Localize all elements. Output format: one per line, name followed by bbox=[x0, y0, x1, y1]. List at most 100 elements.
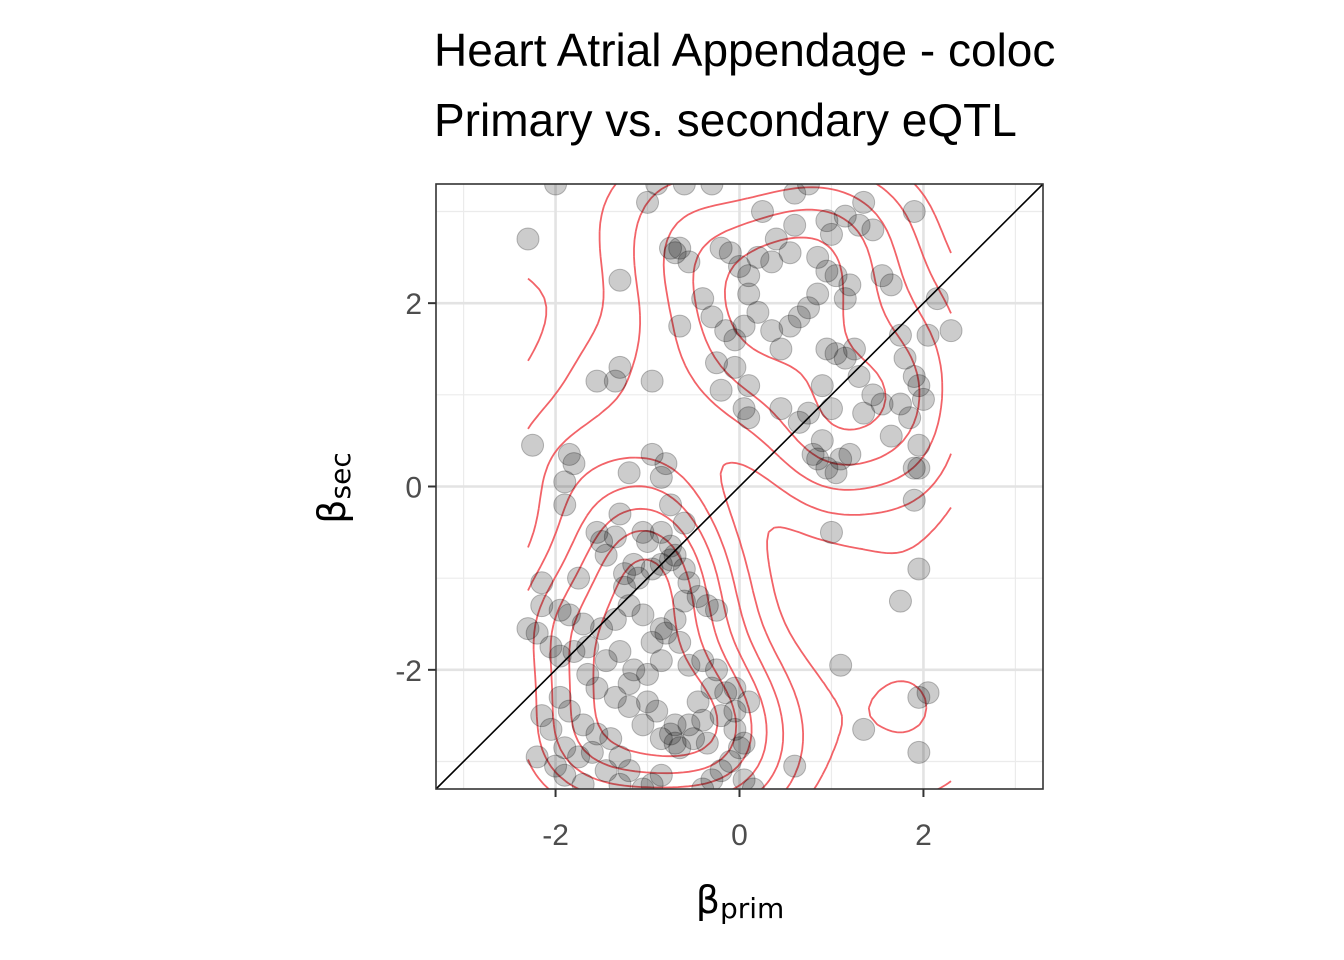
data-point bbox=[594, 649, 618, 673]
data-point bbox=[649, 520, 673, 544]
data-point bbox=[544, 184, 568, 196]
data-point bbox=[852, 190, 876, 214]
data-point bbox=[585, 676, 609, 700]
data-point bbox=[893, 346, 917, 370]
data-point bbox=[608, 745, 632, 769]
data-point bbox=[613, 575, 637, 599]
data-point bbox=[760, 319, 784, 343]
data-point bbox=[815, 259, 839, 283]
data-point bbox=[654, 452, 678, 476]
density-contour bbox=[592, 558, 719, 758]
data-point bbox=[902, 488, 926, 512]
data-point bbox=[732, 731, 756, 755]
data-point bbox=[691, 649, 715, 673]
data-point bbox=[829, 653, 853, 677]
data-point bbox=[677, 653, 701, 677]
data-point bbox=[649, 727, 673, 751]
data-point bbox=[617, 594, 641, 618]
data-point bbox=[824, 264, 848, 288]
data-point bbox=[631, 603, 655, 627]
data-point bbox=[672, 557, 696, 581]
data-point bbox=[907, 456, 931, 480]
data-point bbox=[608, 772, 632, 789]
data-point bbox=[631, 520, 655, 544]
data-point bbox=[640, 369, 664, 393]
data-point bbox=[525, 745, 549, 769]
data-point bbox=[732, 314, 756, 338]
data-point bbox=[603, 685, 627, 709]
data-point bbox=[723, 717, 747, 741]
data-point bbox=[553, 493, 577, 517]
data-point bbox=[636, 190, 660, 214]
data-point bbox=[723, 355, 747, 379]
data-point bbox=[640, 630, 664, 654]
data-point bbox=[603, 525, 627, 549]
data-point bbox=[824, 461, 848, 485]
data-point bbox=[585, 520, 609, 544]
data-point bbox=[649, 617, 673, 641]
density-contour bbox=[527, 186, 944, 789]
data-point bbox=[723, 676, 747, 700]
data-point bbox=[668, 736, 692, 760]
data-point bbox=[847, 213, 871, 237]
data-point bbox=[636, 530, 660, 553]
data-point bbox=[700, 676, 724, 700]
data-point bbox=[907, 433, 931, 457]
data-point bbox=[686, 585, 710, 608]
data-point bbox=[902, 200, 926, 223]
data-point bbox=[783, 184, 807, 205]
data-point bbox=[599, 727, 623, 751]
data-point bbox=[732, 768, 756, 789]
y-tick-label: 0 bbox=[405, 472, 422, 505]
data-point bbox=[677, 713, 701, 737]
data-point bbox=[686, 690, 710, 714]
data-point bbox=[594, 543, 618, 567]
x-tick-label: 0 bbox=[731, 819, 748, 852]
chart-title-line-1: Heart Atrial Appendage - coloc bbox=[434, 24, 1056, 76]
data-point bbox=[659, 722, 683, 746]
data-point bbox=[622, 658, 646, 682]
data-point bbox=[695, 731, 719, 755]
data-point bbox=[737, 282, 761, 306]
data-point bbox=[907, 740, 931, 764]
data-point bbox=[663, 543, 687, 567]
data-point bbox=[700, 184, 724, 196]
data-point bbox=[902, 365, 926, 388]
data-point bbox=[649, 465, 673, 489]
data-point bbox=[691, 777, 715, 789]
data-point bbox=[585, 722, 609, 746]
data-point bbox=[700, 305, 724, 329]
data-point bbox=[672, 184, 696, 196]
data-point bbox=[608, 502, 632, 526]
data-point bbox=[723, 328, 747, 352]
data-point bbox=[571, 612, 595, 636]
grid-lines bbox=[436, 184, 1043, 789]
data-point bbox=[737, 374, 761, 398]
data-point bbox=[705, 658, 729, 682]
data-point bbox=[879, 273, 903, 297]
y-tick-label: 2 bbox=[405, 288, 422, 321]
data-point bbox=[861, 383, 885, 407]
data-point bbox=[801, 442, 825, 466]
data-point bbox=[769, 397, 793, 421]
data-point bbox=[668, 630, 692, 654]
data-point bbox=[640, 557, 664, 581]
data-point bbox=[682, 727, 706, 751]
density-contour bbox=[527, 184, 952, 789]
data-point bbox=[902, 456, 926, 480]
data-point bbox=[888, 392, 912, 416]
data-point bbox=[590, 617, 614, 641]
data-point bbox=[705, 351, 729, 375]
data-point bbox=[557, 603, 581, 627]
data-point bbox=[672, 589, 696, 613]
density-contour bbox=[527, 184, 952, 789]
data-point bbox=[608, 355, 632, 379]
data-point bbox=[603, 607, 627, 631]
data-point bbox=[838, 273, 862, 297]
data-point bbox=[824, 342, 848, 366]
data-point bbox=[898, 406, 922, 430]
data-point bbox=[590, 530, 614, 553]
data-point bbox=[709, 378, 733, 402]
data-point bbox=[714, 319, 738, 343]
data-point bbox=[861, 218, 885, 242]
